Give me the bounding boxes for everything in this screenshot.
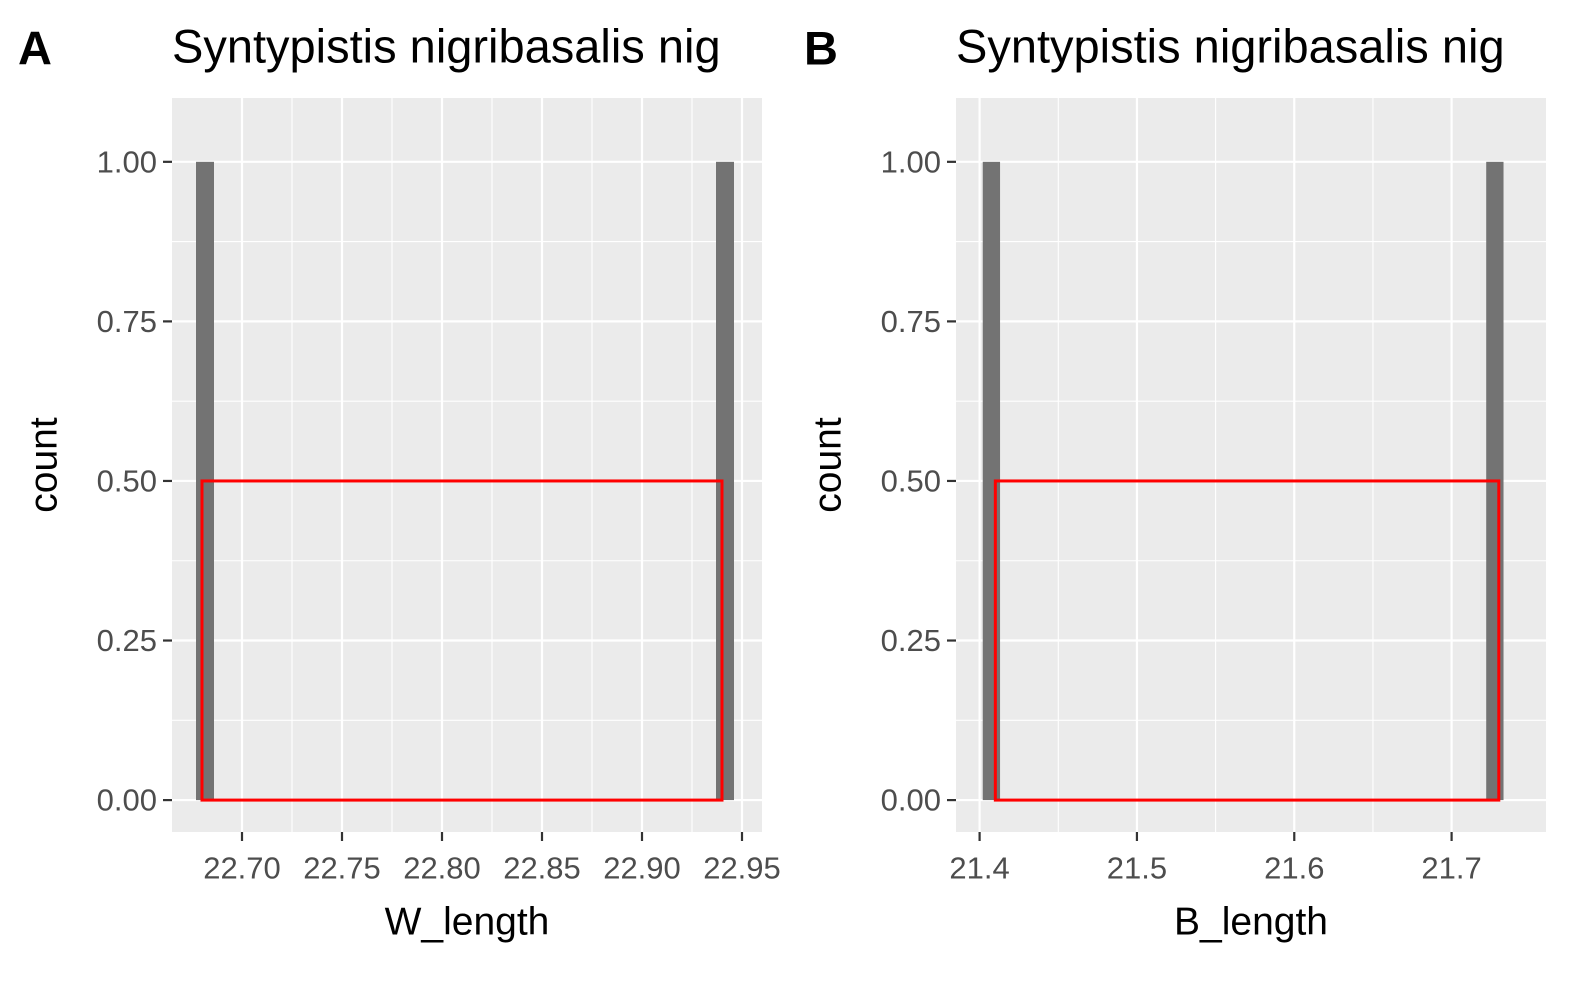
panel-tag: B (804, 22, 838, 75)
x-tick-label: 21.5 (1107, 851, 1167, 886)
x-axis-title: B_length (1174, 901, 1328, 944)
density-outline (993, 479, 1501, 802)
y-tick-label: 0.25 (97, 623, 157, 658)
y-tick-label: 1.00 (97, 144, 157, 179)
x-tick-label: 22.95 (703, 851, 781, 886)
x-tick-label: 22.90 (603, 851, 681, 886)
y-tick-label: 0.50 (97, 463, 157, 498)
plot-background (956, 98, 1546, 832)
x-tick-label: 21.6 (1264, 851, 1324, 886)
x-tick-label: 22.70 (203, 851, 281, 886)
y-tick-label: 0.00 (881, 783, 941, 818)
y-tick-label: 0.00 (97, 783, 157, 818)
chart-title: Syntypistis nigribasalis nig (956, 20, 1505, 73)
y-tick-label: 1.00 (881, 144, 941, 179)
x-tick-label: 21.4 (949, 851, 1009, 886)
x-tick-label: 22.75 (303, 851, 381, 886)
y-tick-label: 0.75 (881, 304, 941, 339)
chart-title: Syntypistis nigribasalis nig (172, 20, 721, 73)
y-tick-label: 0.50 (881, 463, 941, 498)
panel-a: 0.00 0.25 0.50 0.75 1.00 22.70 22.75 22.80 22.85… (18, 20, 781, 944)
y-axis-title: count (23, 417, 66, 513)
y-axis-title: count (807, 417, 850, 513)
y-tick-label: 0.75 (97, 304, 157, 339)
density-outline (200, 479, 724, 802)
plot-background (172, 98, 762, 832)
y-tick-label: 0.25 (881, 623, 941, 658)
x-tick-label: 22.80 (403, 851, 481, 886)
panel-tag: A (18, 22, 52, 75)
x-tick-label: 22.85 (503, 851, 581, 886)
x-axis-title: W_length (385, 901, 550, 944)
x-tick-label: 21.7 (1421, 851, 1481, 886)
panel-b: 0.00 0.25 0.50 0.75 1.00 21.4 21.5 21.6 21.7 B_le… (804, 20, 1546, 944)
